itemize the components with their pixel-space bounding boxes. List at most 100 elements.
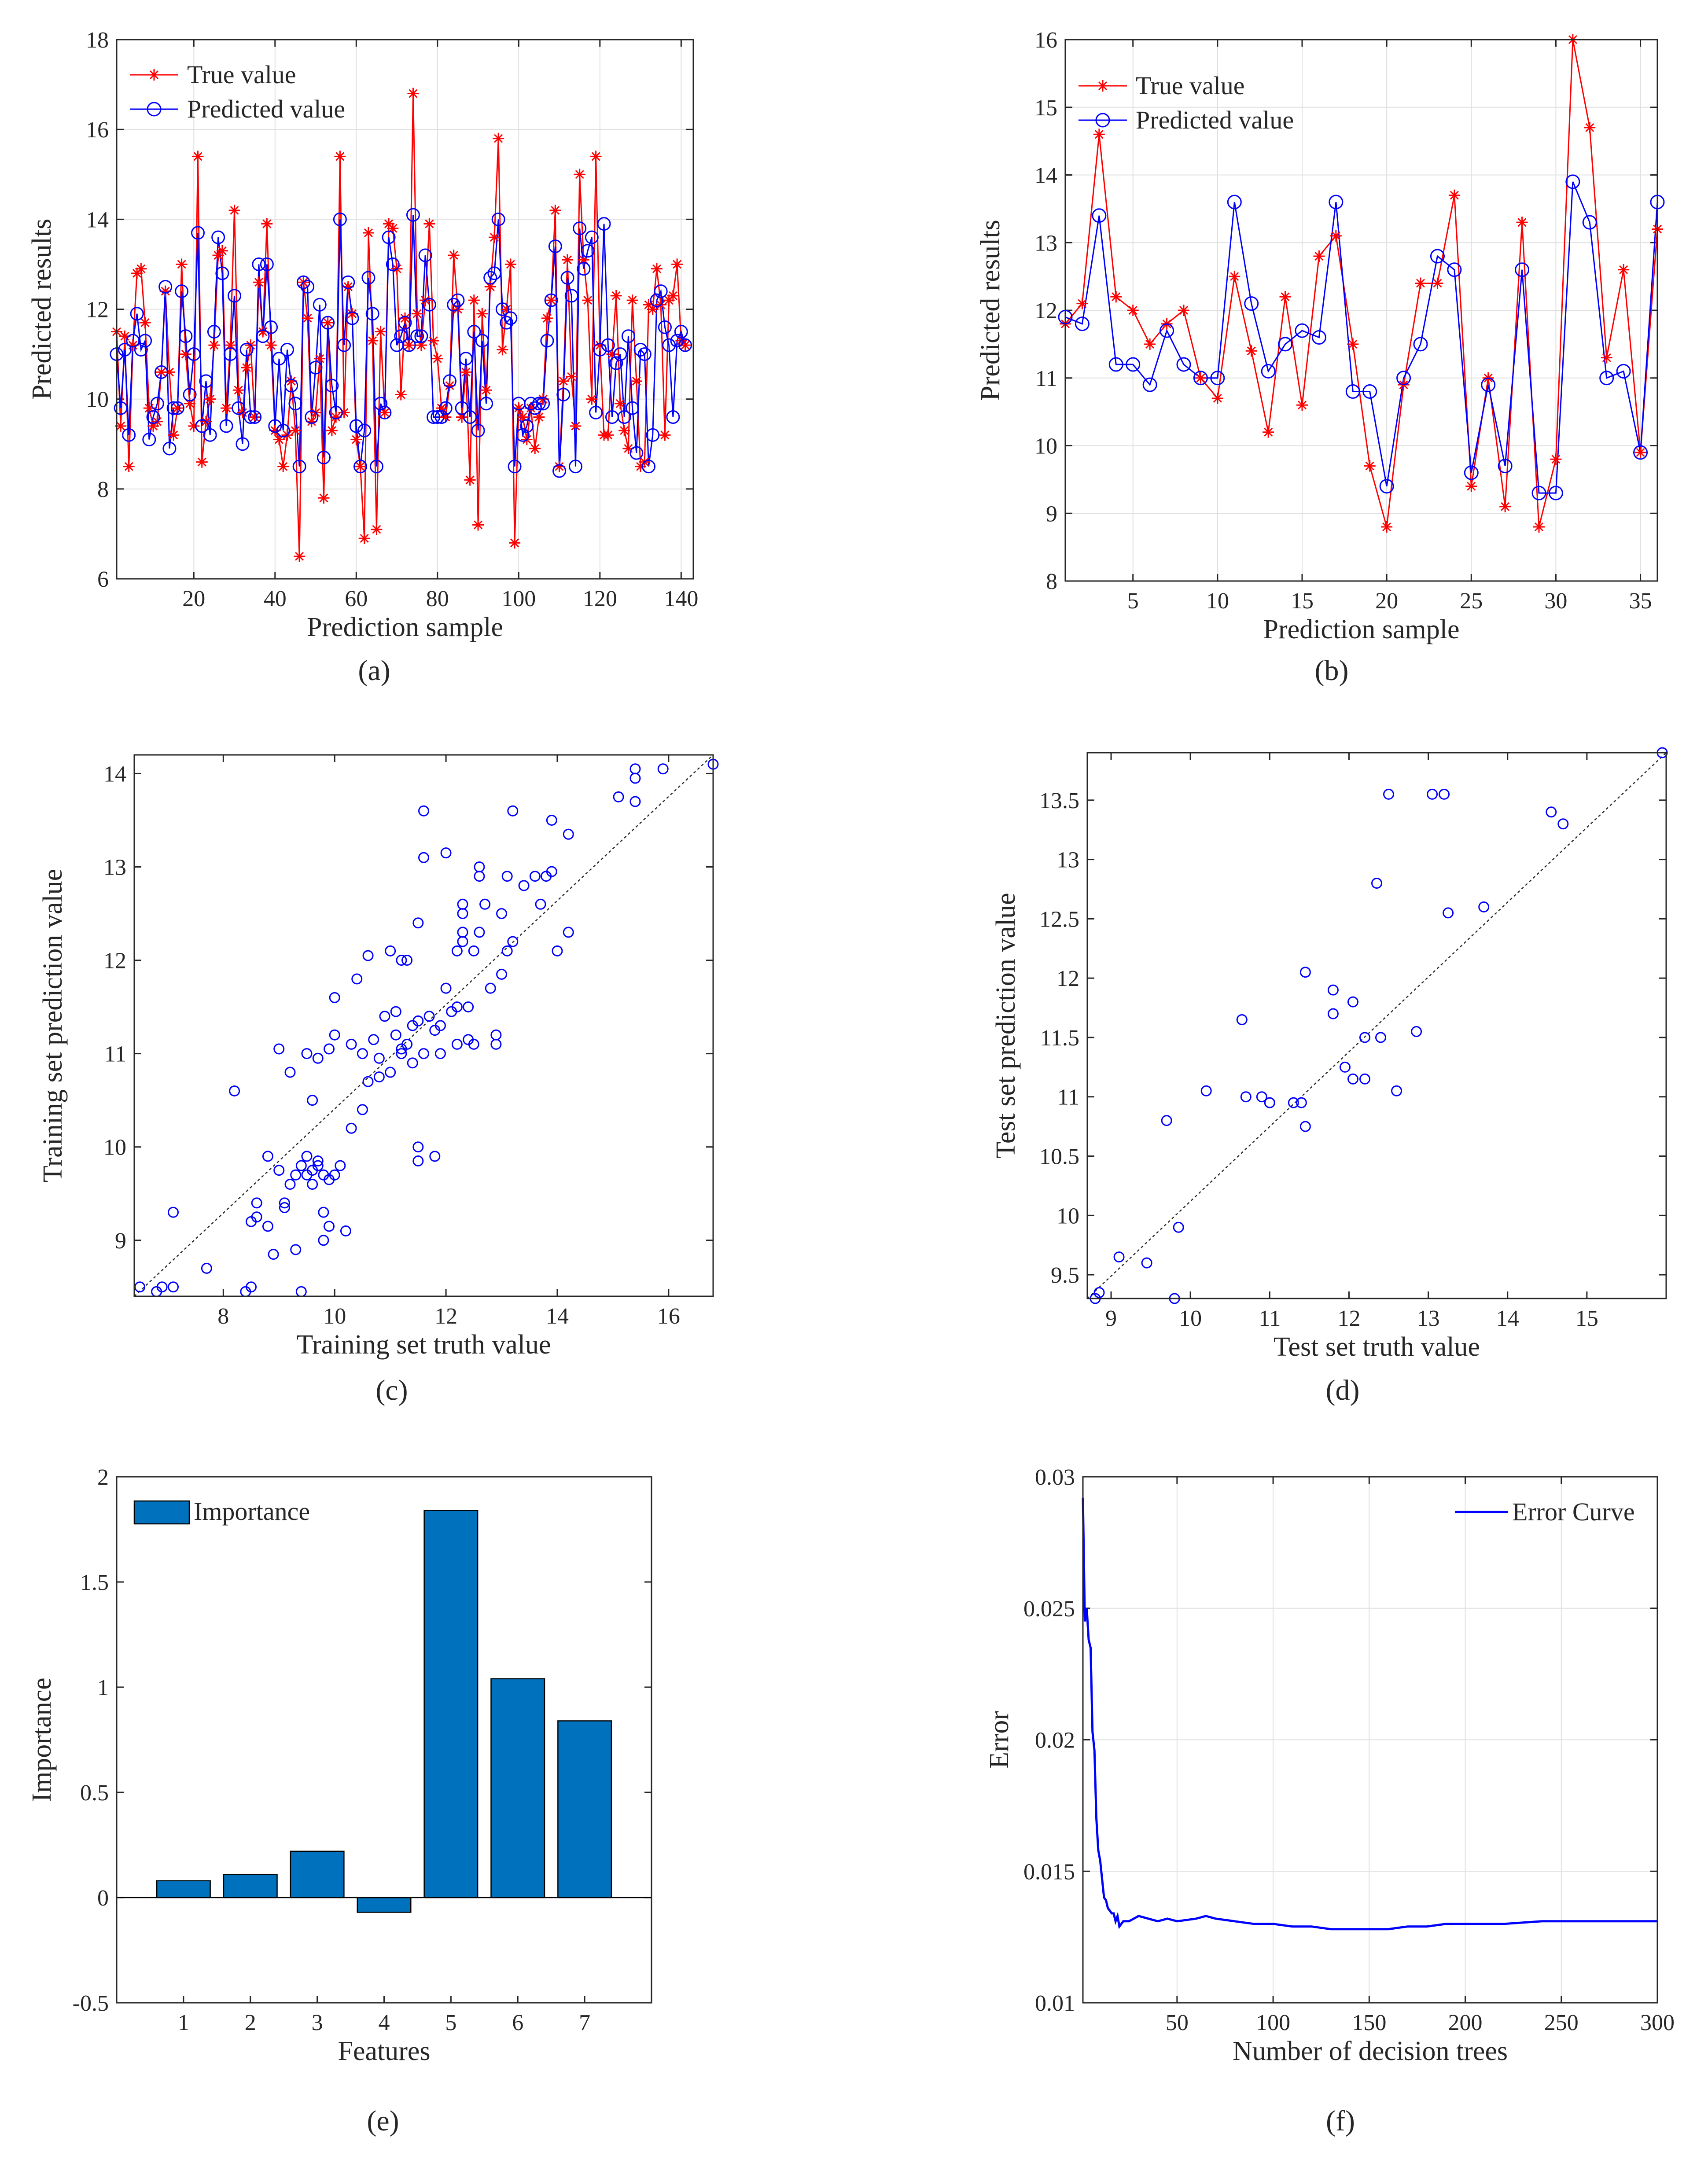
chart-b-predicted-point <box>1582 215 1597 230</box>
chart-c-scatter-point <box>463 1001 474 1013</box>
chart-c-scatter-point <box>407 1057 418 1069</box>
chart-a-true-point <box>586 393 598 405</box>
chart-d-y-tick-label: 12.5 <box>1039 907 1079 932</box>
chart-a-x-axis-label: Prediction sample <box>307 612 503 642</box>
chart-a-predicted-point <box>406 208 420 222</box>
chart-b-true-point <box>1245 345 1257 357</box>
chart-a-true-point <box>326 425 338 437</box>
chart-a-predicted-point <box>365 307 379 321</box>
chart-c-scatter-point <box>357 1104 368 1115</box>
chart-a-predicted-point <box>317 450 331 464</box>
chart-a-predicted-point <box>633 342 648 357</box>
chart-c-scatter-point <box>434 1048 446 1059</box>
chart-b-true-point <box>1533 521 1545 533</box>
chart-a-true-point <box>395 389 407 401</box>
chart-a-true-point <box>553 460 565 472</box>
chart-a-true-point <box>216 245 228 257</box>
chart-a-predicted-point <box>516 428 530 442</box>
chart-b-y-tick-label: 10 <box>1034 434 1057 459</box>
chart-c-scatter-point <box>340 1225 351 1237</box>
chart-c-scatter-point <box>307 1095 318 1106</box>
chart-c-scatter-point <box>418 805 429 817</box>
chart-a-true-point <box>472 519 484 531</box>
chart-c-scatter-point <box>284 1067 296 1078</box>
chart-b-true-point <box>1093 129 1105 140</box>
chart-a-true-point <box>570 420 582 432</box>
chart-c-scatter-point <box>629 796 641 807</box>
chart-a-predicted-point <box>321 316 335 330</box>
chart-b-true-point <box>1516 217 1528 228</box>
chart-a-predicted-point <box>260 257 274 271</box>
chart-d-scatter-point <box>1443 907 1454 919</box>
chart-c-x-tick-label: 14 <box>546 1304 569 1329</box>
chart-a-predicted-point <box>361 271 375 285</box>
chart-a-true-point <box>415 339 427 351</box>
chart-b-y-tick-label: 12 <box>1034 298 1057 324</box>
chart-a-true-point <box>679 339 691 351</box>
chart-a-predicted-point <box>410 329 424 343</box>
chart-a-true-point <box>289 425 301 437</box>
chart-a-predicted-point <box>207 325 221 339</box>
chart-a-predicted-point <box>268 419 282 433</box>
chart-a-predicted-point <box>438 401 453 415</box>
chart-c-scatter-point <box>373 1052 385 1064</box>
chart-b-predicted-point <box>1379 479 1394 494</box>
chart-a-true-point <box>375 326 387 338</box>
chart-a-legend-marker <box>148 69 160 81</box>
chart-a-predicted-point <box>369 460 383 474</box>
chart-e-x-axis-label: Features <box>338 2036 430 2066</box>
chart-b-predicted-point <box>1295 323 1310 338</box>
chart-a-predicted-point <box>427 410 441 424</box>
chart-b-predicted-point <box>1548 486 1563 500</box>
chart-c-scatter-point <box>312 1160 324 1171</box>
chart-a-true-point <box>383 218 395 230</box>
chart-b-true-point <box>1279 291 1291 303</box>
chart-b-predicted-point <box>1498 459 1513 474</box>
chart-d-scatter-point <box>1557 818 1569 830</box>
chart-d-x-axis-label: Test set truth value <box>1274 1332 1480 1362</box>
chart-c-scatter-point <box>629 772 641 784</box>
chart-c-scatter-point <box>412 917 424 929</box>
chart-a-predicted-point <box>162 441 177 456</box>
chart-a-predicted-point <box>288 397 302 411</box>
chart-b-predicted-point <box>1515 262 1530 277</box>
chart-c-scatter-point <box>485 982 496 994</box>
chart-b-predicted-point <box>1311 330 1326 345</box>
chart-c-scatter-point <box>401 955 413 966</box>
chart-a-predicted-point <box>146 410 160 424</box>
chart-e-bar-6 <box>490 1678 545 1898</box>
chart-c-scatter-point <box>273 1043 285 1055</box>
chart-a-predicted-point <box>150 397 164 411</box>
chart-a-predicted-point <box>309 360 323 375</box>
chart-d-y-tick-label: 13.5 <box>1039 788 1079 813</box>
chart-a-predicted-point <box>508 460 522 474</box>
chart-a-predicted-point <box>232 401 246 415</box>
chart-c-scatter-point <box>412 1015 424 1026</box>
chart-a-true-point <box>582 294 594 306</box>
chart-a-predicted-point <box>341 275 355 289</box>
chart-c-scatter-point <box>312 1052 324 1064</box>
chart-c-scatter-point <box>373 1071 385 1083</box>
chart-a-true-point <box>318 492 330 504</box>
chart-c-scatter-point <box>479 898 491 910</box>
chart-b-predicted-point <box>1261 364 1276 379</box>
chart-b-true-point <box>1634 446 1646 458</box>
chart-a-predicted-point <box>556 387 571 401</box>
chart-b-predicted-point <box>1278 337 1293 352</box>
chart-a-y-tick-label: 8 <box>97 477 109 502</box>
chart-a-predicted-point <box>276 423 290 438</box>
chart-b-x-tick-label: 20 <box>1375 589 1398 614</box>
chart-a-true-point <box>431 353 443 364</box>
chart-b-true-point <box>1110 291 1122 303</box>
chart-b-predicted-point <box>1176 357 1191 372</box>
chart-a-predicted-point <box>215 266 229 280</box>
chart-b-x-tick-label: 5 <box>1127 589 1139 614</box>
chart-e-y-tick-label: -0.5 <box>73 1991 109 2016</box>
chart-b-legend-label: True value <box>1136 71 1245 100</box>
chart-a-predicted-point <box>118 342 132 357</box>
chart-b-predicted-point <box>1108 357 1123 372</box>
chart-c-scatter-point <box>273 1165 285 1176</box>
chart-a-true-point <box>529 442 541 454</box>
chart-a-predicted-point <box>609 356 623 370</box>
chart-a-x-tick-label: 80 <box>426 586 449 611</box>
